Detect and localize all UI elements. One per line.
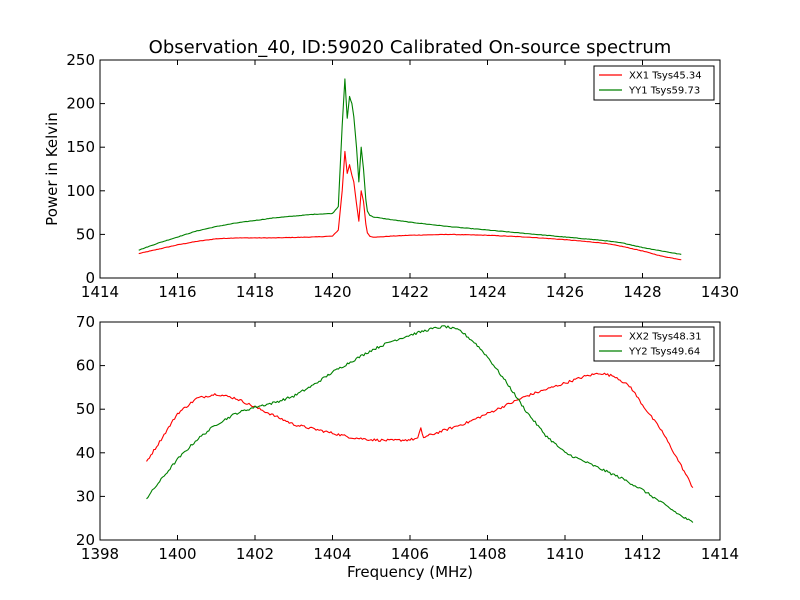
y-tick-label-2-0: 20 — [76, 531, 95, 549]
x-tick-label-1-4: 1422 — [391, 283, 429, 301]
legend-label-2-2: YY2 Tsys49.64 — [628, 347, 700, 358]
subplots: 1414 1416 1418 1420 1422 1424 1426 1428 14300501… — [43, 51, 739, 581]
y-tick-label-1-3: 150 — [66, 138, 95, 156]
x-tick-label-2-1: 1400 — [158, 545, 196, 563]
legend-label-1-2: YY1 Tsys59.73 — [628, 86, 700, 97]
legend-label-1-1: XX1 Tsys45.34 — [629, 71, 702, 82]
x-tick-label-1-2: 1418 — [236, 283, 274, 301]
subplot-2: 1398 1400 1402 1404 1406 1408 1410 1412 1414 20 30… — [76, 313, 739, 581]
y-tick-label-2-5: 70 — [76, 313, 95, 331]
legend-box-1 — [593, 65, 715, 101]
y-tick-label-1-5: 250 — [66, 51, 95, 69]
x-tick-label-1-5: 1424 — [468, 283, 506, 301]
x-tick-label-2-2: 1402 — [236, 545, 274, 563]
y-tick-label-2-2: 40 — [76, 444, 95, 462]
y-tick-label-2-4: 60 — [76, 357, 95, 375]
x-tick-label-1-1: 1416 — [158, 283, 196, 301]
y-tick-label-1-4: 200 — [66, 95, 95, 113]
legend-box-2 — [593, 326, 715, 362]
x-tick-label-2-3: 1404 — [313, 545, 351, 563]
series-line-2-2 — [146, 325, 694, 523]
x-tick-label-2-4: 1406 — [391, 545, 429, 563]
y-tick-label-1-2: 100 — [66, 182, 95, 200]
y-tick-label-2-3: 50 — [76, 400, 95, 418]
figure-title: Observation_40, ID:59020 Calibrated On-s… — [149, 37, 672, 58]
y-tick-label-1-1: 50 — [76, 225, 95, 243]
legend-2: XX2 Tsys48.31 YY2 Tsys49.64 — [593, 326, 715, 362]
x-tick-label-2-6: 1410 — [546, 545, 584, 563]
series-line-1-2 — [138, 78, 682, 255]
y-tick-label-1-0: 0 — [85, 269, 95, 287]
x-tick-label-2-8: 1414 — [701, 545, 739, 563]
x-tick-label-2-0: 1398 — [81, 545, 119, 563]
legend-label-2-1: XX2 Tsys48.31 — [629, 332, 702, 343]
x-tick-label-1-0: 1414 — [81, 283, 119, 301]
series-line-1-1 — [138, 150, 682, 261]
y-tick-label-2-1: 30 — [76, 487, 95, 505]
x-tick-label-2-5: 1408 — [468, 545, 506, 563]
subplot-1: 1414 1416 1418 1420 1422 1424 1426 1428 1430 0 50 1… — [43, 51, 739, 301]
x-tick-label-1-3: 1420 — [313, 283, 351, 301]
legend-1: XX1 Tsys45.34 YY1 Tsys59.73 — [593, 65, 715, 101]
x-tick-label-1-8: 1430 — [701, 283, 739, 301]
x-tick-label-2-7: 1412 — [623, 545, 661, 563]
x-axis-label-2: Frequency (MHz) — [347, 563, 473, 581]
series-line-2-1 — [146, 372, 694, 489]
x-tick-label-1-6: 1426 — [546, 283, 584, 301]
y-axis-label-1: Power in Kelvin — [43, 112, 61, 226]
x-tick-label-1-7: 1428 — [623, 283, 661, 301]
